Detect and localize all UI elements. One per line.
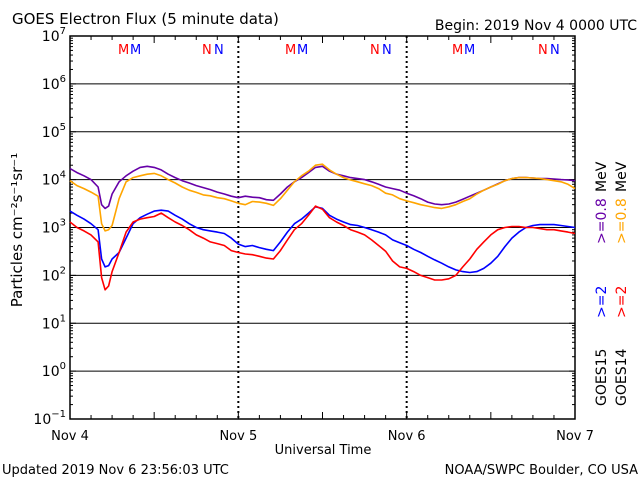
marker-n-goes15-day2: N [382,43,392,58]
series-line [69,163,576,232]
right-legend: GOES15 GOES14 >=2 >=2 >=0.8 >=0.8 MeV Me… [594,161,630,406]
y-tick-label: 103 [42,218,66,237]
legend-goes15-ge2: >=2 [594,286,610,318]
legend-goes14-label: GOES14 [614,348,630,406]
marker-n-goes15-day1: N [214,43,224,58]
marker-m-goes14-day1: M [118,43,129,58]
x-axis-ticks: Nov 4 Nov 5 Nov 6 Nov 7 [51,36,594,444]
x-tick-label: Nov 5 [219,429,257,444]
y-tick-label: 105 [42,122,66,141]
y-axis-ticks: 10−1 100 101 102 103 104 105 106 107 [33,26,575,428]
decade-gridlines [70,83,575,372]
eclipse-markers: M M N N M M N N M M N N [118,43,560,58]
y-tick-label: 100 [42,361,66,380]
y-tick-label: 104 [42,170,66,189]
marker-m-goes15-day3: M [464,43,475,58]
y-tick-label: 107 [42,26,66,45]
marker-n-goes14-day1: N [202,43,212,58]
legend-goes15-ge08: >=0.8 [594,198,610,244]
chart-title: GOES Electron Flux (5 minute data) [12,10,279,28]
legend-goes14-ge2: >=2 [614,286,630,318]
legend-goes14-ge08: >=0.8 [614,198,630,244]
x-tick-label: Nov 6 [388,429,426,444]
x-tick-label: Nov 7 [556,429,594,444]
marker-n-goes15-day3: N [550,43,560,58]
updated-timestamp: Updated 2019 Nov 6 23:56:03 UTC [2,463,229,478]
y-tick-label: 10−1 [33,409,66,428]
marker-n-goes14-day2: N [370,43,380,58]
marker-m-goes15-day1: M [130,43,141,58]
legend-mev-goes15: MeV [594,161,610,192]
marker-n-goes14-day3: N [538,43,548,58]
x-tick-label: Nov 4 [51,429,89,444]
begin-time: Begin: 2019 Nov 4 0000 UTC [435,18,637,34]
series-line [69,206,576,274]
x-axis-label: Universal Time [275,443,372,458]
marker-m-goes14-day3: M [452,43,463,58]
series-group [69,163,576,291]
source-credit: NOAA/SWPC Boulder, CO USA [445,463,638,478]
series-line [69,205,576,291]
legend-goes15-label: GOES15 [594,349,610,406]
marker-m-goes15-day2: M [297,43,308,58]
legend-mev-goes14: MeV [614,161,630,192]
y-tick-label: 106 [42,74,66,93]
y-tick-label: 101 [42,313,66,332]
marker-m-goes14-day2: M [285,43,296,58]
series-line [69,165,576,210]
y-axis-label: Particles cm⁻²s⁻¹sr⁻¹ [8,153,26,307]
y-tick-label: 102 [42,265,66,284]
